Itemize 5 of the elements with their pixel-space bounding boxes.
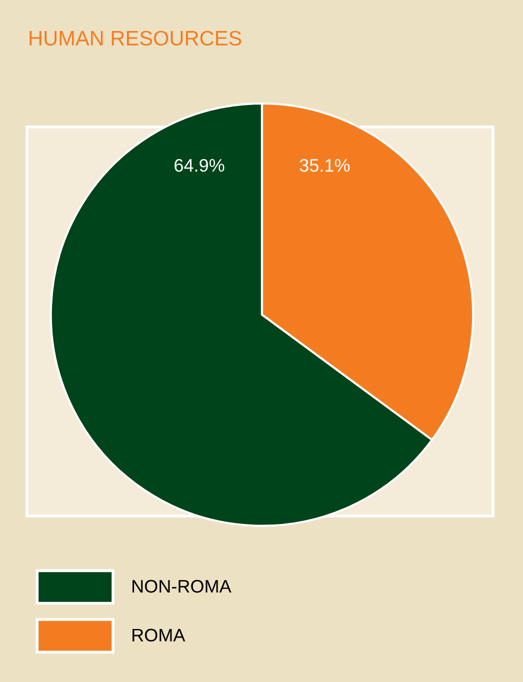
legend-label: NON-ROMA bbox=[132, 580, 232, 593]
data-label: 64.9% bbox=[174, 158, 224, 172]
legend-label: ROMA bbox=[132, 628, 186, 642]
data-label: 35.1% bbox=[300, 158, 350, 172]
chart-title: HUMAN RESOURCES bbox=[30, 30, 242, 46]
